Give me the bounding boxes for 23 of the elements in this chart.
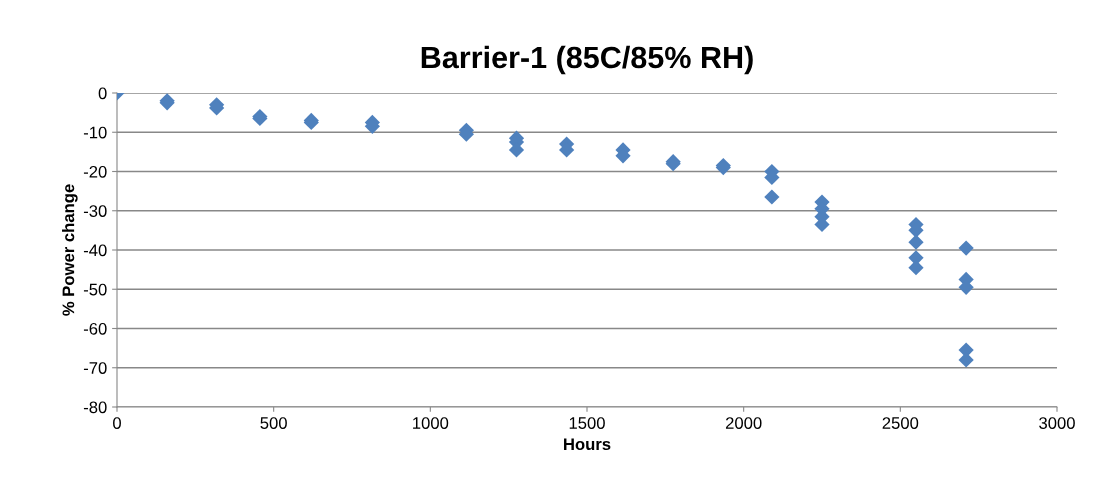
x-tick-label: 1000 xyxy=(413,417,449,429)
y-tick-label: -30 xyxy=(83,205,107,217)
x-tick-label: 0 xyxy=(113,417,121,429)
y-tick-label: -10 xyxy=(83,126,107,139)
y-tick-label: -70 xyxy=(83,362,107,374)
point xyxy=(908,234,924,250)
x-tick-label: 3000 xyxy=(1039,417,1075,429)
x-tick-label: 2000 xyxy=(725,417,762,429)
x-tick-label: 500 xyxy=(260,417,287,429)
chart-title: Barrier-1 (85C/85% RH) xyxy=(421,45,753,75)
x-axis-title: Hours xyxy=(564,438,611,451)
y-tick-label: -60 xyxy=(83,322,107,335)
point xyxy=(958,240,974,256)
x-tick-label: 1500 xyxy=(569,417,605,429)
y-tick-label: -40 xyxy=(83,244,107,257)
y-tick-label: -80 xyxy=(83,401,107,414)
point xyxy=(908,260,924,276)
y-axis-title: % Power change xyxy=(62,184,78,316)
x-tick-label: 2500 xyxy=(882,417,919,429)
y-tick-label: -50 xyxy=(83,283,107,296)
point xyxy=(764,189,780,205)
y-tick-label: -20 xyxy=(83,165,107,178)
y-tick-label: 0 xyxy=(98,87,107,100)
